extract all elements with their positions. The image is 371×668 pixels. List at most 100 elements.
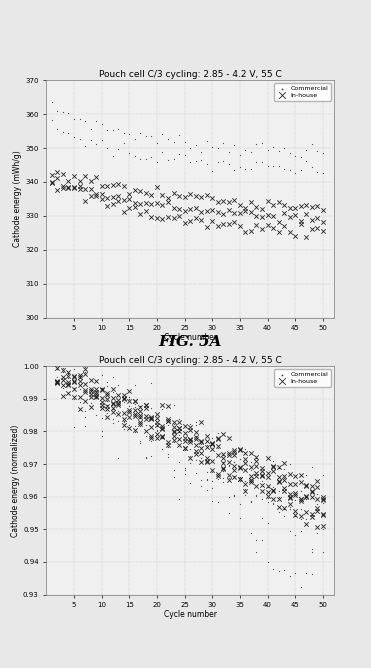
Point [76, 379, 82, 390]
Commercial [55, 106, 60, 117]
Point [160, 432, 165, 443]
Point [281, 164, 287, 175]
Commercial [143, 130, 149, 141]
In-house [303, 480, 309, 491]
In-house [209, 438, 215, 449]
Point [137, 437, 143, 448]
Point [248, 163, 254, 174]
Point [171, 426, 177, 436]
Point [237, 462, 243, 473]
Commercial [127, 128, 132, 139]
Point [220, 458, 226, 469]
Point [148, 422, 154, 432]
Commercial [121, 416, 127, 427]
Point [88, 383, 93, 394]
In-house [127, 188, 132, 199]
Point [143, 400, 149, 411]
Point [259, 494, 265, 504]
Point [110, 150, 116, 161]
Point [60, 181, 66, 192]
Point [314, 503, 320, 514]
Commercial [66, 108, 72, 118]
Point [209, 438, 215, 448]
Point [137, 436, 143, 446]
Point [171, 472, 177, 483]
Point [204, 222, 210, 232]
Point [104, 393, 110, 404]
Point [220, 466, 226, 476]
Point [270, 485, 276, 496]
Point [193, 454, 198, 465]
Commercial [287, 458, 293, 469]
Point [303, 494, 309, 505]
Point [220, 463, 226, 474]
Point [281, 482, 287, 493]
Point [270, 462, 276, 472]
Commercial [320, 470, 326, 480]
Point [176, 427, 182, 438]
Commercial [237, 454, 243, 464]
Point [309, 509, 315, 520]
Point [220, 156, 226, 167]
In-house [220, 196, 226, 206]
Point [320, 492, 326, 503]
Point [281, 503, 287, 514]
Point [314, 223, 320, 234]
Point [298, 525, 304, 536]
Point [110, 198, 116, 209]
Point [259, 470, 265, 480]
Point [176, 417, 182, 428]
Point [309, 568, 315, 579]
Point [82, 385, 88, 395]
In-house [253, 201, 259, 212]
In-house [60, 356, 66, 367]
Point [82, 411, 88, 422]
Point [143, 452, 149, 463]
Point [204, 484, 210, 495]
Point [253, 210, 259, 221]
In-house [154, 420, 160, 430]
In-house [55, 356, 60, 367]
Point [187, 422, 193, 432]
Commercial [93, 116, 99, 126]
Point [137, 411, 143, 422]
Point [154, 417, 160, 428]
Commercial [303, 470, 309, 480]
In-house [66, 367, 72, 378]
In-house [204, 190, 210, 200]
Point [193, 468, 198, 478]
Point [176, 203, 182, 214]
Point [237, 474, 243, 485]
Point [287, 492, 293, 502]
Point [287, 164, 293, 175]
Point [71, 345, 77, 355]
Point [115, 144, 121, 155]
Commercial [176, 130, 182, 140]
Point [226, 507, 232, 518]
In-house [127, 386, 132, 397]
Point [132, 427, 138, 438]
Point [215, 441, 221, 452]
Point [160, 424, 165, 434]
Commercial [171, 399, 177, 410]
Point [66, 377, 72, 388]
Point [309, 162, 315, 172]
Point [99, 431, 105, 442]
Commercial [99, 383, 105, 393]
Point [281, 486, 287, 496]
Point [314, 499, 320, 510]
In-house [121, 181, 127, 192]
Commercial [110, 124, 116, 135]
Point [132, 197, 138, 208]
Point [88, 134, 93, 145]
Point [232, 445, 237, 456]
Point [226, 470, 232, 480]
Point [121, 393, 127, 404]
Point [232, 472, 237, 482]
In-house [226, 432, 232, 443]
Commercial [265, 145, 270, 156]
Point [88, 388, 93, 399]
Point [148, 377, 154, 388]
In-house [187, 189, 193, 200]
Point [314, 213, 320, 224]
